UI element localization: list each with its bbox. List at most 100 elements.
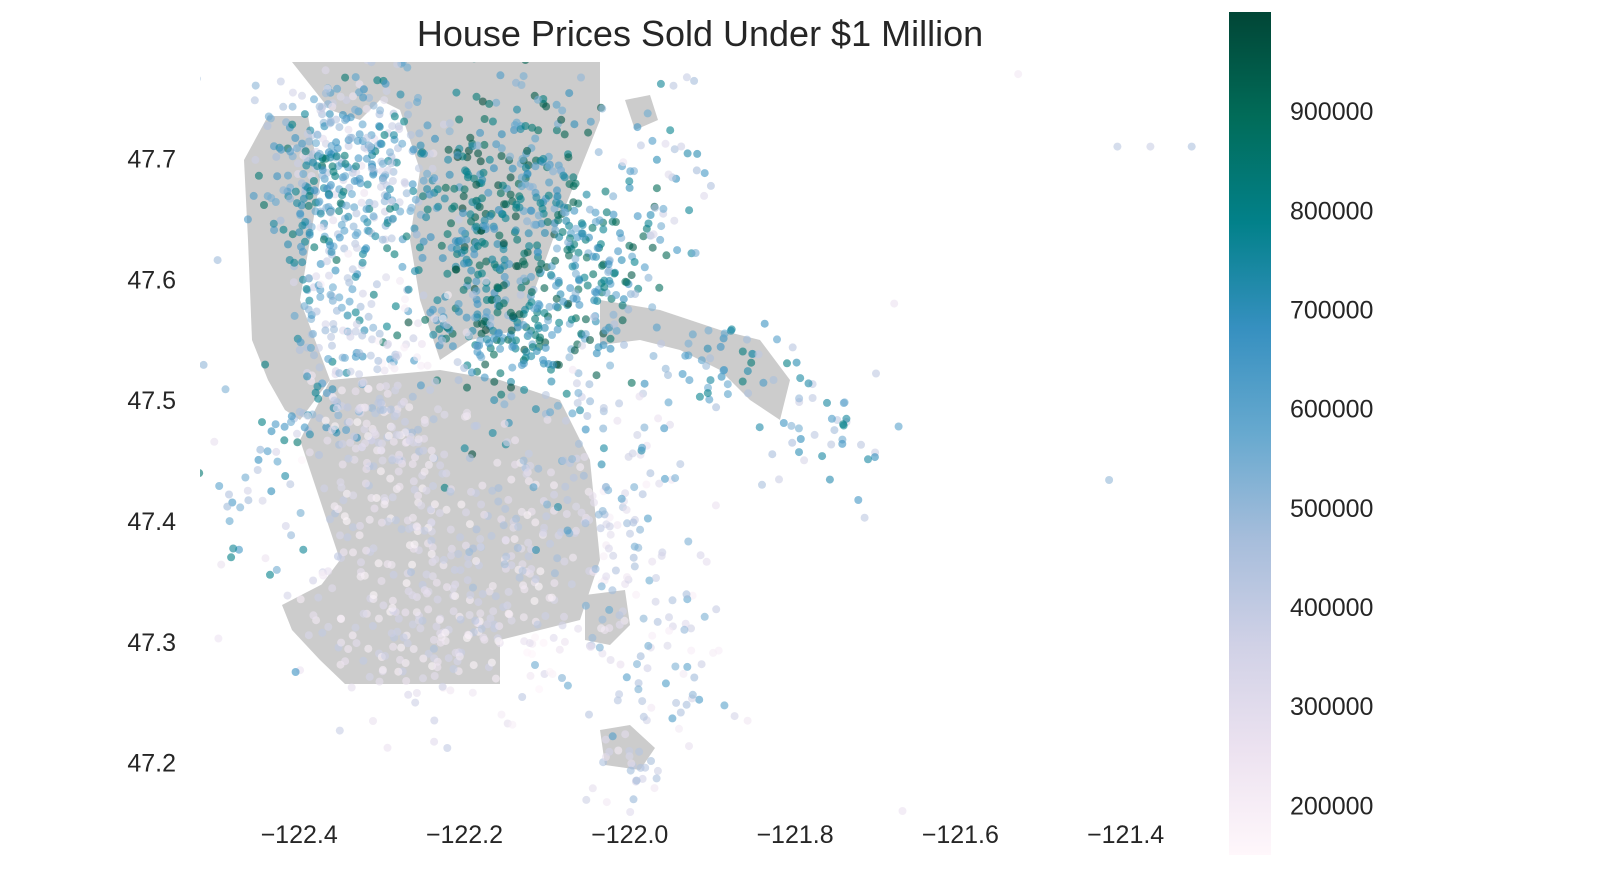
house-point: [419, 654, 428, 663]
house-point: [535, 265, 543, 274]
house-point: [343, 274, 352, 283]
house-point: [229, 544, 238, 553]
house-point: [472, 222, 481, 231]
house-point: [345, 297, 354, 306]
house-point: [420, 586, 429, 595]
house-point: [675, 724, 683, 733]
house-point: [369, 101, 378, 110]
house-point: [531, 162, 540, 171]
house-point: [523, 217, 532, 226]
house-point: [341, 116, 350, 125]
house-point: [553, 554, 562, 563]
house-point: [508, 342, 517, 351]
house-point: [326, 515, 334, 524]
house-point: [367, 164, 376, 173]
house-point: [244, 496, 253, 505]
house-point: [446, 525, 455, 534]
house-point: [641, 763, 650, 772]
house-point: [472, 277, 481, 286]
house-point: [263, 447, 272, 456]
house-point: [377, 398, 386, 407]
house-point: [492, 98, 501, 107]
house-point: [430, 672, 439, 680]
house-point: [494, 284, 503, 293]
house-point: [374, 559, 383, 568]
house-point: [471, 616, 480, 625]
house-point: [249, 191, 258, 200]
house-point: [615, 611, 624, 620]
house-point: [644, 273, 653, 282]
house-point: [267, 427, 276, 436]
house-point: [519, 321, 528, 329]
house-point: [457, 500, 466, 509]
house-point: [688, 330, 697, 339]
house-point: [337, 483, 346, 492]
house-point: [540, 229, 549, 237]
price-scatter-points: [200, 62, 1196, 816]
house-point: [632, 776, 641, 785]
house-point: [627, 271, 636, 280]
house-point: [454, 215, 463, 224]
house-point: [612, 326, 621, 335]
house-point: [288, 120, 297, 129]
house-point: [527, 352, 536, 361]
house-point: [431, 134, 439, 143]
house-point: [719, 366, 728, 375]
house-point: [524, 449, 533, 458]
house-point: [452, 245, 461, 253]
house-point: [414, 491, 423, 500]
house-point: [380, 172, 389, 181]
house-point: [417, 340, 426, 348]
house-point: [540, 284, 549, 293]
house-point: [804, 379, 813, 388]
house-point: [342, 201, 351, 210]
house-point: [533, 620, 542, 629]
house-point: [310, 351, 318, 360]
house-point: [702, 361, 711, 370]
house-point: [525, 182, 534, 191]
house-point: [502, 552, 511, 561]
house-point: [273, 457, 282, 466]
house-point: [429, 415, 438, 424]
house-point: [335, 726, 344, 735]
house-point: [295, 407, 304, 416]
house-point: [388, 423, 396, 432]
house-point: [623, 573, 631, 582]
house-point: [519, 257, 528, 266]
house-point: [460, 246, 469, 255]
house-point: [299, 170, 308, 178]
house-point: [795, 448, 803, 457]
house-point: [611, 566, 620, 575]
house-point: [629, 795, 638, 804]
house-point: [418, 253, 427, 262]
house-point: [288, 230, 297, 239]
house-point: [298, 139, 307, 148]
house-point: [465, 548, 474, 556]
house-point: [466, 591, 475, 599]
house-point: [376, 467, 385, 476]
house-point: [653, 766, 662, 775]
house-point: [519, 613, 528, 622]
house-point: [635, 747, 644, 756]
house-point: [574, 389, 583, 397]
house-point: [644, 219, 653, 228]
house-point: [381, 79, 390, 88]
house-point: [388, 493, 397, 502]
house-point: [619, 295, 628, 304]
house-point: [331, 172, 340, 181]
house-point: [357, 198, 366, 207]
house-point: [601, 187, 610, 196]
house-point: [324, 355, 333, 363]
house-point: [345, 183, 354, 192]
house-point: [558, 228, 567, 236]
house-point: [552, 302, 560, 311]
house-point: [598, 507, 607, 515]
house-point: [533, 248, 542, 257]
house-point: [840, 398, 849, 407]
house-point: [642, 480, 651, 489]
house-point: [490, 396, 499, 405]
house-point: [266, 570, 274, 579]
house-point: [563, 526, 572, 535]
house-point: [606, 344, 615, 353]
house-point: [445, 170, 454, 179]
